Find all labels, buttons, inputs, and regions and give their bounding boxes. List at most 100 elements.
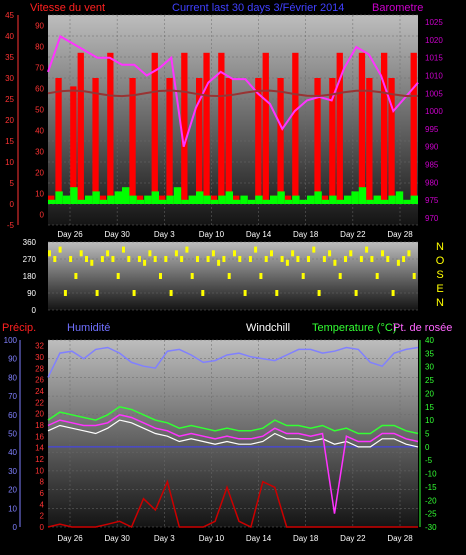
temperature-tick: 30: [425, 363, 434, 372]
wind-gust-bar: [166, 195, 174, 204]
precip-tick: 28: [35, 364, 44, 373]
wind-direction-point: [164, 256, 168, 262]
wind-avg-bar: [388, 78, 395, 204]
x-tick-label: Day 14: [246, 230, 272, 239]
temperature-tick: -10: [425, 470, 437, 479]
wind-direction-point: [285, 259, 289, 266]
wind-direction-point: [381, 250, 384, 257]
barometer-tick: 985: [425, 160, 439, 169]
wind-direction-point: [190, 273, 194, 279]
precip-tick: 16: [35, 432, 44, 441]
wind-gust-bar: [99, 199, 108, 204]
wind-direction-point: [95, 290, 99, 296]
wind-avg-bar: [277, 78, 284, 204]
wind-gust-bar: [203, 195, 211, 204]
wind-direction-point: [63, 290, 67, 296]
precip-tick: 2: [40, 512, 45, 521]
wind-gust-bar: [358, 187, 367, 204]
wind-gust-bar: [292, 195, 300, 204]
barometer-tick: 1020: [425, 36, 443, 45]
wind-direction-point: [359, 256, 363, 262]
wind-direction-point: [227, 273, 231, 279]
wind-direction-point: [259, 273, 263, 279]
wind-gust-bar: [70, 187, 78, 204]
precip-tick: 14: [35, 444, 44, 453]
x-tick-label: Day 10: [199, 230, 225, 239]
humidity-tick: 30: [8, 467, 17, 476]
wind-speed-tick: 45: [5, 11, 14, 20]
wind-direction-point: [148, 250, 152, 257]
barometer-tick: 990: [425, 143, 439, 152]
wind-gust-bar: [196, 191, 204, 204]
x-tick-label: Day 14: [246, 534, 272, 543]
wind-avg-bar: [129, 78, 136, 204]
wind-gust-bar: [388, 195, 396, 204]
wind-avg-bar: [181, 52, 188, 204]
wind-gust-bar: [314, 191, 322, 204]
wind-gust-bar: [114, 191, 122, 204]
dewpoint-label: Pt. de rosée: [393, 322, 452, 334]
precip-tick: 12: [35, 455, 44, 464]
wind-direction-point: [264, 256, 268, 262]
barometer-tick: 995: [425, 125, 439, 134]
wind-direction-point: [90, 259, 94, 266]
temperature-tick: -20: [425, 496, 437, 505]
wind-gust-bar: [107, 195, 115, 204]
wind-direction-point: [222, 256, 226, 262]
wind-gust-bar: [240, 195, 248, 204]
humidity-tick: 0: [13, 523, 18, 532]
wind-direction-point: [116, 273, 120, 279]
wind-direction-point: [296, 256, 300, 262]
wind-direction-point: [301, 273, 305, 279]
precip-tick: 20: [35, 410, 44, 419]
wind-direction-point: [391, 290, 395, 296]
wind-avg-bar: [336, 52, 343, 204]
barometer-label: Barometre: [372, 2, 423, 14]
wind-speed-tick: 30: [5, 74, 14, 83]
wind-avg-bar: [381, 52, 388, 204]
compass-letter: N: [436, 241, 444, 253]
wind-direction-point: [100, 256, 104, 262]
pressure-line: [47, 34, 419, 147]
wind-direction-point: [338, 273, 342, 279]
wind-avg-bar: [166, 78, 173, 204]
wind-direction-point: [254, 246, 258, 253]
temperature-tick: 10: [425, 416, 434, 425]
wind-gust-bar: [270, 195, 278, 204]
wind-speed-mid-tick: 10: [35, 190, 44, 199]
wind-direction-point: [48, 250, 51, 257]
wind-speed-tick: 5: [10, 179, 15, 188]
humidity-tick: 20: [8, 486, 17, 495]
wind-gust-bar: [62, 195, 71, 204]
wind-speed-tick: 40: [5, 32, 14, 41]
wind-direction-point: [201, 290, 205, 296]
wind-speed-tick: 0: [10, 200, 15, 209]
wind-direction-point: [217, 259, 221, 266]
wind-avg-bar: [151, 52, 158, 204]
wind-avg-bar: [366, 78, 373, 204]
wind-speed-label: Vitesse du vent: [30, 2, 105, 14]
temperature-tick: 35: [425, 349, 434, 358]
x-tick-label: Day 22: [340, 230, 366, 239]
wind-gust-bar: [262, 199, 270, 204]
wind-gust-bar: [122, 187, 130, 204]
precip-tick: 0: [40, 523, 45, 532]
wind-gust-bar: [336, 199, 344, 204]
wind-avg-bar: [262, 52, 269, 204]
wind-avg-bar: [225, 78, 232, 204]
x-tick-label: Day 18: [293, 230, 319, 239]
pressure-trend-line: [47, 89, 419, 98]
wind-gust-bar: [188, 195, 196, 204]
wind-speed-tick: -5: [7, 221, 15, 230]
wind-speed-mid-tick: 80: [35, 43, 44, 52]
wind-gust-bar: [48, 199, 56, 204]
wind-direction-point: [185, 246, 189, 253]
wind-direction-point: [127, 256, 131, 262]
compass-letter: O: [436, 255, 445, 267]
wind-speed-mid-tick: 0: [40, 211, 45, 220]
wind-gust-bar: [92, 191, 100, 204]
x-tick-label: Day 28: [387, 534, 413, 543]
precip-tick: 26: [35, 376, 44, 385]
x-tick-label: Day 26: [57, 230, 83, 239]
wind-gust-bar: [77, 199, 85, 204]
